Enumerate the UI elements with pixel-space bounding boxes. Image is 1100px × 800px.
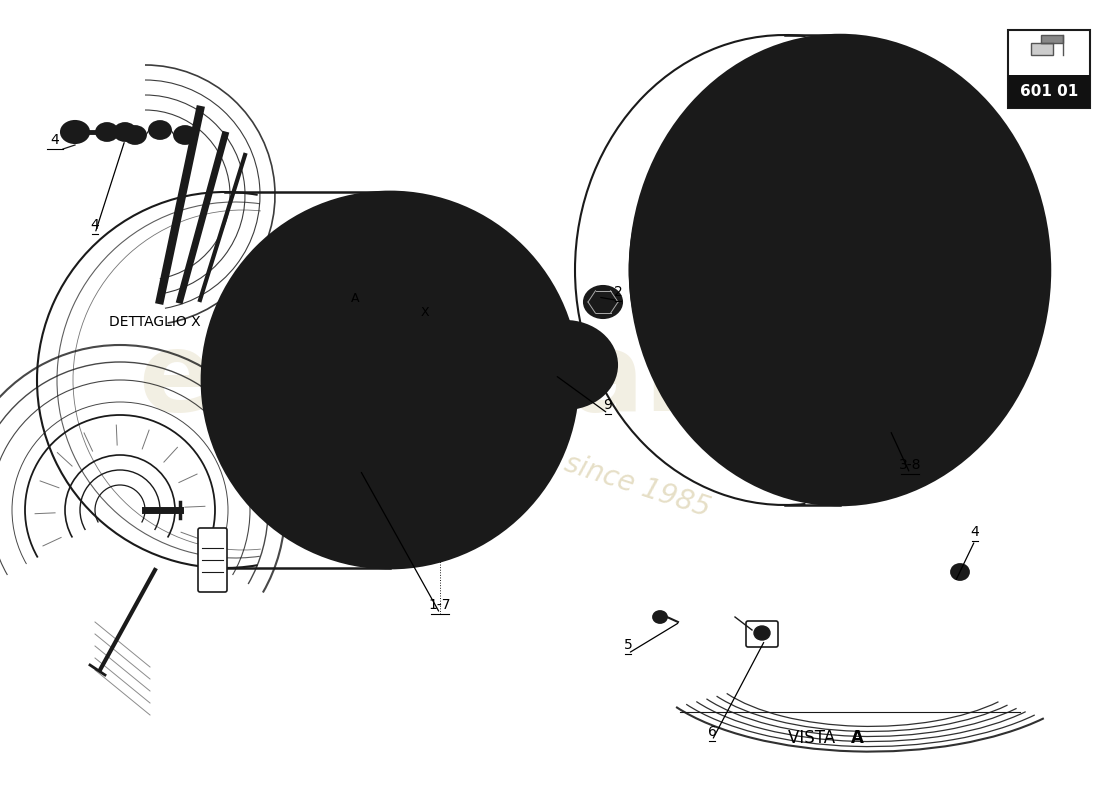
FancyBboxPatch shape [746,621,778,647]
Text: VISTA: VISTA [788,729,840,747]
Ellipse shape [580,345,590,353]
Text: 2: 2 [614,285,623,299]
Bar [1008,30,1090,108]
FancyBboxPatch shape [198,528,227,592]
Ellipse shape [358,367,365,374]
Ellipse shape [365,398,380,411]
Text: A: A [351,291,360,305]
Text: 3-8: 3-8 [899,458,922,472]
Ellipse shape [68,126,82,138]
Ellipse shape [386,346,394,354]
Ellipse shape [130,130,141,139]
Ellipse shape [593,293,613,311]
Ellipse shape [179,130,190,139]
Ellipse shape [374,364,406,396]
Text: 6: 6 [707,725,716,739]
Ellipse shape [114,123,136,141]
Text: 1-7: 1-7 [429,598,451,612]
Ellipse shape [368,401,376,408]
Ellipse shape [202,192,578,568]
Ellipse shape [411,364,426,378]
Ellipse shape [124,126,146,144]
Ellipse shape [513,321,617,409]
Ellipse shape [354,364,368,378]
Text: 4: 4 [90,218,99,232]
Ellipse shape [544,348,585,382]
Ellipse shape [668,77,1012,463]
Ellipse shape [657,614,663,620]
Text: 5: 5 [624,638,632,652]
Ellipse shape [540,345,550,353]
Ellipse shape [952,564,969,580]
Text: 9: 9 [604,398,613,412]
Bar [1008,75,1090,108]
Text: eurospares: eurospares [139,326,842,434]
Ellipse shape [60,121,89,143]
Ellipse shape [96,123,118,141]
Ellipse shape [338,328,442,432]
Text: A: A [851,729,864,747]
Text: 601 01: 601 01 [1020,84,1078,99]
Text: X: X [420,306,429,318]
Text: 4: 4 [970,525,979,539]
Text: 4: 4 [51,133,59,147]
Ellipse shape [580,378,590,386]
Ellipse shape [404,401,411,408]
Ellipse shape [630,35,1050,505]
Ellipse shape [584,286,621,318]
Ellipse shape [154,126,165,134]
Ellipse shape [754,626,770,640]
Text: DETTAGLIO X: DETTAGLIO X [109,315,201,329]
Ellipse shape [383,343,397,357]
Ellipse shape [653,611,667,623]
Ellipse shape [415,367,422,374]
Text: a passion for parts since 1985: a passion for parts since 1985 [306,367,714,523]
Ellipse shape [956,568,965,576]
Ellipse shape [148,121,170,139]
Ellipse shape [400,398,415,411]
Ellipse shape [174,126,196,144]
FancyBboxPatch shape [1031,43,1053,55]
Ellipse shape [540,378,550,386]
FancyBboxPatch shape [1041,35,1063,43]
